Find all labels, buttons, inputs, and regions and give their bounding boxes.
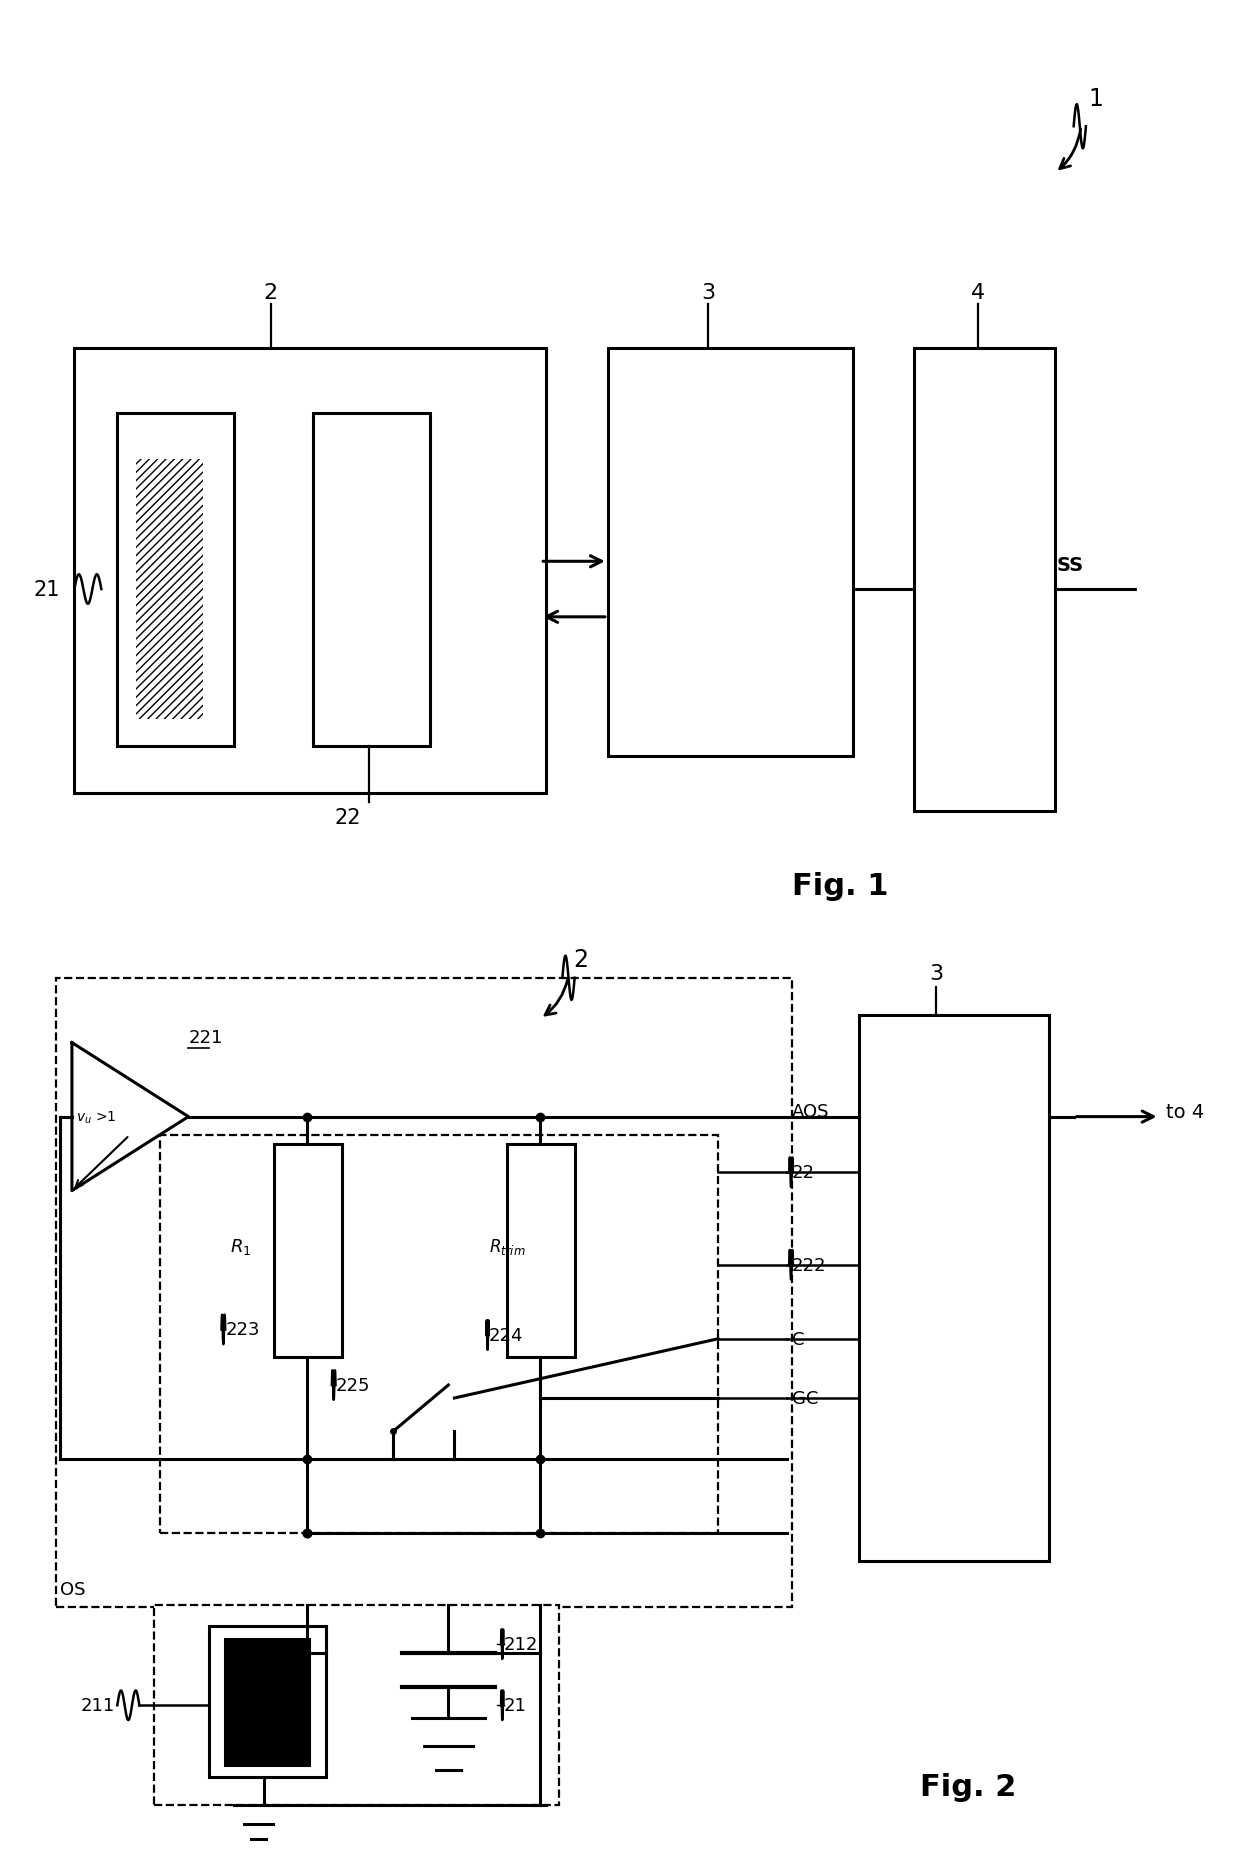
- Bar: [74, 349, 547, 794]
- Text: 222: 222: [791, 1256, 826, 1273]
- Text: 225: 225: [336, 1376, 370, 1394]
- Text: 223: 223: [226, 1322, 259, 1338]
- Text: 2: 2: [263, 283, 278, 304]
- Text: 22: 22: [791, 1163, 815, 1182]
- Text: 221: 221: [188, 1029, 223, 1048]
- Text: $v_u$ >1: $v_u$ >1: [76, 1109, 117, 1126]
- Bar: [314, 414, 430, 747]
- Text: 3: 3: [701, 283, 715, 304]
- Text: 4: 4: [971, 283, 985, 304]
- Bar: [507, 1144, 574, 1357]
- Text: $R_{trim}$: $R_{trim}$: [489, 1236, 526, 1256]
- Text: Fig. 2: Fig. 2: [920, 1773, 1017, 1801]
- Text: 22: 22: [335, 807, 361, 828]
- Polygon shape: [72, 1044, 188, 1191]
- Text: 21: 21: [33, 580, 61, 600]
- Bar: [154, 1605, 559, 1804]
- Bar: [274, 1144, 342, 1357]
- Text: 1: 1: [1089, 88, 1104, 112]
- Bar: [608, 349, 853, 757]
- Text: SS: SS: [1056, 555, 1084, 574]
- Text: C: C: [791, 1331, 805, 1348]
- Text: 3: 3: [929, 964, 944, 984]
- Text: 211: 211: [81, 1696, 115, 1715]
- Text: 21: 21: [503, 1696, 527, 1715]
- Bar: [210, 1625, 326, 1778]
- Bar: [160, 1135, 718, 1534]
- Text: $R_1$: $R_1$: [231, 1236, 252, 1256]
- Bar: [118, 414, 234, 747]
- Bar: [226, 1638, 309, 1765]
- Text: Fig. 1: Fig. 1: [791, 870, 888, 900]
- Text: 224: 224: [489, 1327, 523, 1344]
- Text: 2: 2: [573, 947, 589, 971]
- Bar: [914, 349, 1055, 811]
- Text: GC: GC: [791, 1389, 818, 1407]
- Text: to 4: to 4: [1166, 1102, 1204, 1120]
- Text: OS: OS: [60, 1581, 86, 1597]
- Text: AOS: AOS: [791, 1102, 830, 1120]
- Bar: [56, 979, 791, 1607]
- Bar: [859, 1016, 1049, 1560]
- Bar: [135, 460, 203, 720]
- Text: 212: 212: [503, 1635, 538, 1653]
